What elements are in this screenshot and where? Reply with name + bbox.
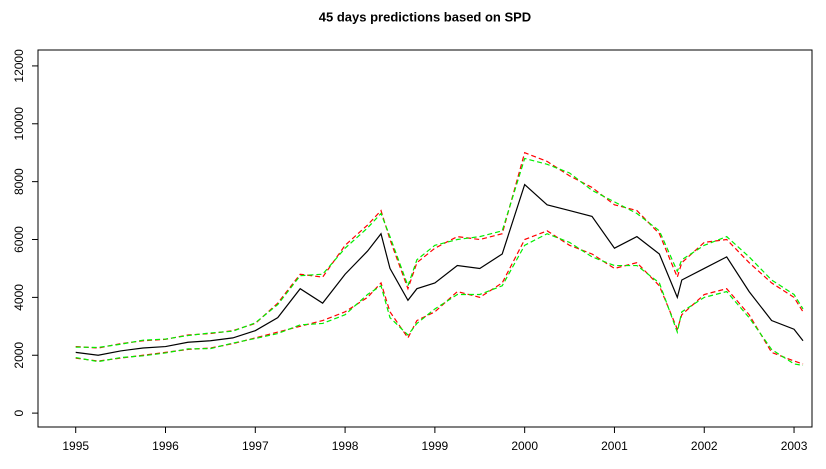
- y-tick-label: 10000: [12, 107, 26, 141]
- x-tick-label: 1999: [422, 439, 449, 453]
- y-tick-label: 0: [12, 409, 26, 416]
- x-tick-label: 1998: [332, 439, 359, 453]
- x-tick-label: 1995: [62, 439, 89, 453]
- y-tick-label: 4000: [12, 284, 26, 311]
- y-tick-label: 6000: [12, 226, 26, 253]
- chart-title: 45 days predictions based on SPD: [319, 9, 531, 24]
- x-tick-label: 2002: [691, 439, 718, 453]
- series-line: [75, 151, 804, 349]
- x-tick-label: 2000: [511, 439, 538, 453]
- x-tick-label: 1996: [152, 439, 179, 453]
- series-line: [75, 183, 804, 356]
- series-line: [75, 230, 804, 365]
- y-tick-label: 12000: [12, 49, 26, 83]
- x-tick-label: 2001: [601, 439, 628, 453]
- plot-box: [37, 49, 813, 428]
- y-tick-label: 2000: [12, 342, 26, 369]
- series-line: [75, 233, 804, 366]
- x-tick-label: 2003: [781, 439, 808, 453]
- x-tick-label: 1997: [242, 439, 269, 453]
- series-line: [75, 157, 804, 349]
- y-tick-label: 8000: [12, 168, 26, 195]
